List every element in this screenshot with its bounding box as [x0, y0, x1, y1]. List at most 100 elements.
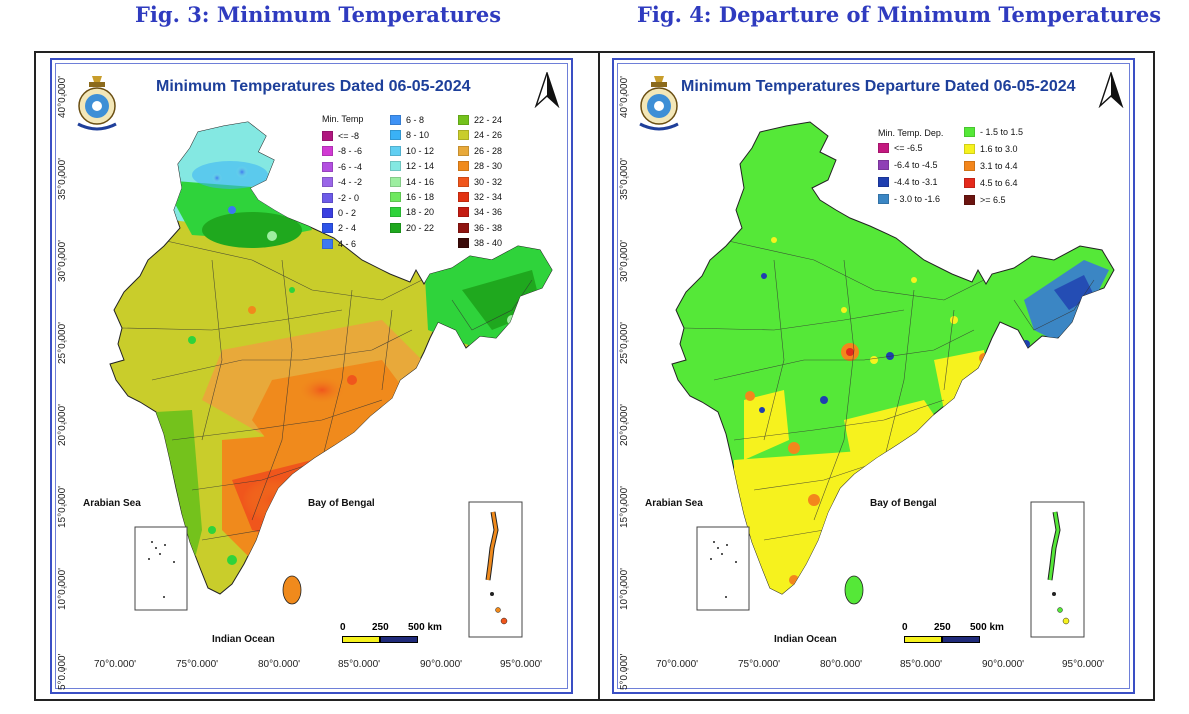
lat-label: 35°0.000' [57, 157, 68, 200]
legend-label: 1.6 to 3.0 [980, 144, 1018, 154]
lon-label: 75°0.000' [738, 659, 781, 670]
lon-label: 75°0.000' [176, 659, 219, 670]
scale-segment [342, 636, 380, 643]
legend-label: 38 - 40 [474, 238, 503, 249]
lon-label: 90°0.000' [420, 659, 463, 670]
lat-label: 15°0.000' [57, 485, 68, 528]
legend-label: >= 6.5 [980, 195, 1006, 205]
legend-item: -6 - -4 [322, 161, 362, 173]
figure-caption-left: Fig. 3: Minimum Temperatures [135, 2, 502, 27]
legend-item: 22 - 24 [458, 114, 502, 126]
imd-emblem-icon [639, 76, 679, 131]
legend-swatch [964, 178, 975, 188]
legend-label: 6 - 8 [406, 115, 425, 125]
legend-label: 32 - 34 [474, 192, 503, 202]
legend-swatch [322, 192, 333, 203]
legend-label: - 1.5 to 1.5 [980, 127, 1024, 137]
legend-item: -4 - -2 [322, 176, 362, 188]
legend-swatch [322, 146, 333, 157]
lon-label: 90°0.000' [982, 659, 1025, 670]
place-label-arabian-sea: Arabian Sea [83, 498, 141, 509]
legend-swatch [878, 143, 889, 153]
legend-item: 8 - 10 [390, 129, 429, 141]
legend-item: -8 - -6 [322, 145, 362, 157]
scale-tick: 0 [902, 622, 908, 633]
map-panel-min-temp: Minimum Temperatures Dated 06-05-2024 40… [50, 58, 573, 694]
legend-label: 24 - 26 [474, 130, 503, 141]
legend-swatch [390, 130, 401, 141]
legend-swatch [458, 130, 469, 141]
legend-item: - 1.5 to 1.5 [964, 126, 1023, 138]
legend-item: 38 - 40 [458, 237, 502, 249]
legend-item: 0 - 2 [322, 207, 356, 219]
lon-label: 70°0.000' [94, 659, 137, 670]
legend-item: >= 6.5 [964, 194, 1006, 206]
legend-item: - 3.0 to -1.6 [878, 193, 940, 205]
legend-swatch [878, 177, 889, 187]
legend-label: <= -6.5 [894, 143, 923, 153]
place-label-bay-of-bengal: Bay of Bengal [870, 498, 937, 509]
legend-label: -8 - -6 [338, 146, 363, 157]
legend-item: -4.4 to -3.1 [878, 176, 938, 188]
legend-swatch [458, 145, 469, 156]
legend-label: -6.4 to -4.5 [894, 160, 938, 170]
lat-label: 20°0.000' [57, 403, 68, 446]
legend-item: 10 - 12 [390, 145, 434, 157]
frame-divider [598, 51, 600, 701]
place-label-indian-ocean: Indian Ocean [212, 634, 275, 645]
lat-label: 40°0.000' [57, 75, 68, 118]
legend-item: 36 - 38 [458, 222, 502, 234]
legend-label: -6 - -4 [338, 161, 363, 172]
legend-item: -2 - 0 [322, 192, 359, 204]
scale-segment [942, 636, 980, 643]
legend-item: 34 - 36 [458, 206, 502, 218]
panel-inner-border [55, 63, 568, 689]
lat-label: 30°0.000' [57, 239, 68, 282]
panel-inner-border [617, 63, 1130, 689]
scale-segment [904, 636, 942, 643]
legend-item: -6.4 to -4.5 [878, 159, 938, 171]
legend-swatch [878, 194, 889, 204]
lon-label: 85°0.000' [900, 659, 943, 670]
legend-swatch [964, 144, 975, 154]
legend-swatch [458, 115, 469, 125]
lat-label: 20°0.000' [619, 403, 630, 446]
legend-swatch [390, 161, 401, 172]
legend-label: 8 - 10 [406, 130, 430, 141]
place-label-arabian-sea: Arabian Sea [645, 498, 703, 509]
india-departure-map [623, 94, 1115, 670]
lon-label: 70°0.000' [656, 659, 699, 670]
india-min-temp-map [61, 94, 553, 670]
scale-tick: 250 [934, 622, 951, 633]
legend-label: 20 - 22 [406, 222, 435, 233]
legend-swatch [390, 222, 401, 233]
legend-item: 6 - 8 [390, 114, 424, 126]
legend-title: Min. Temp. Dep. [878, 128, 944, 138]
lon-label: 95°0.000' [1062, 659, 1105, 670]
legend-label: -2 - 0 [338, 192, 360, 203]
legend-label: 18 - 20 [406, 207, 435, 218]
legend-label: 3.1 to 4.4 [980, 161, 1018, 171]
legend-label: 0 - 2 [338, 208, 357, 218]
legend-item: 16 - 18 [390, 191, 434, 203]
legend-swatch [322, 238, 333, 249]
legend-swatch [878, 160, 889, 170]
legend-item: 3.1 to 4.4 [964, 160, 1018, 172]
lat-label: 25°0.000' [57, 321, 68, 364]
legend-label: 26 - 28 [474, 145, 503, 156]
lon-label: 85°0.000' [338, 659, 381, 670]
legend-label: <= -8 [338, 131, 360, 141]
legend-item: 20 - 22 [390, 222, 434, 234]
legend-label: - 3.0 to -1.6 [894, 194, 941, 204]
lon-label: 80°0.000' [258, 659, 301, 670]
lat-label: 30°0.000' [619, 239, 630, 282]
legend-label: 16 - 18 [406, 192, 435, 202]
legend-label: 30 - 32 [474, 176, 503, 187]
lat-label: 10°0.000' [57, 567, 68, 610]
legend-item: <= -8 [322, 130, 359, 142]
place-label-bay-of-bengal: Bay of Bengal [308, 498, 375, 509]
north-arrow-icon [534, 72, 560, 108]
north-arrow-icon [1098, 72, 1124, 108]
lat-label: 40°0.000' [619, 75, 630, 118]
legend-label: 2 - 4 [338, 223, 357, 234]
